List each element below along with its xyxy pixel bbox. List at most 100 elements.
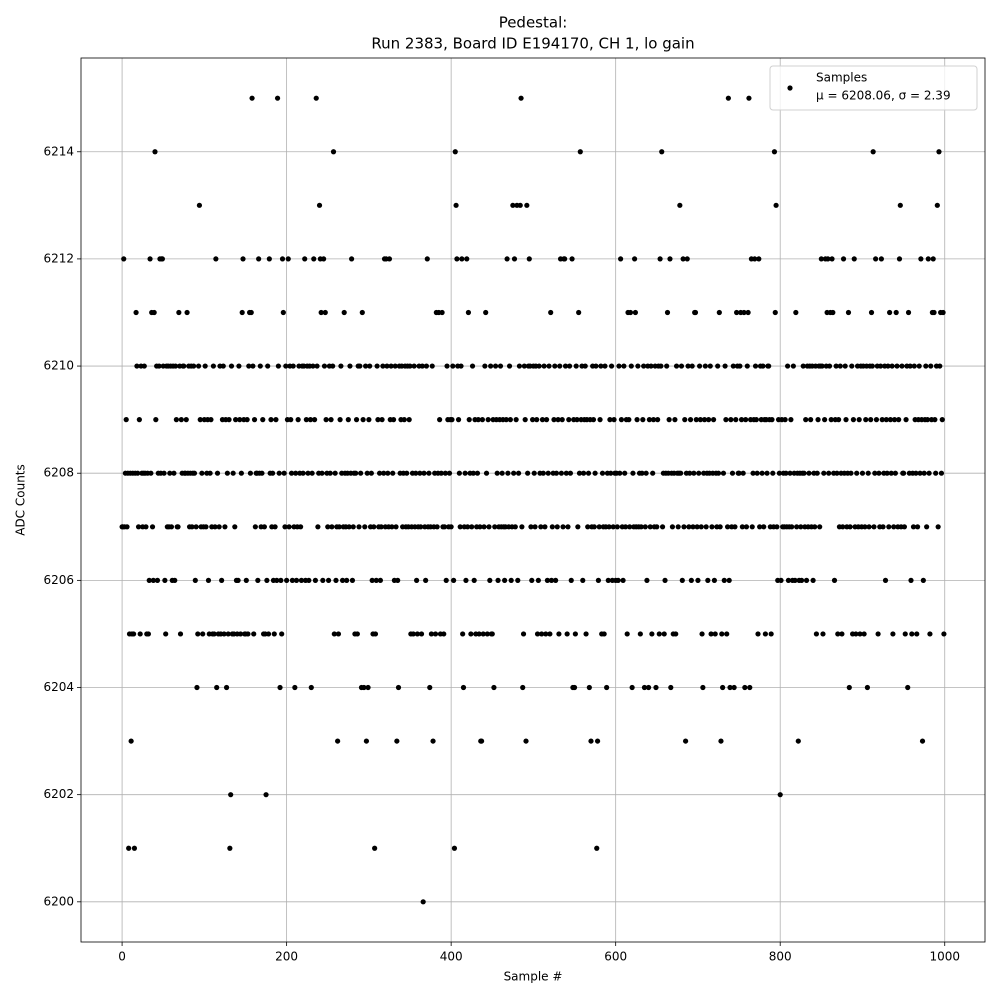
data-point xyxy=(191,470,198,476)
data-point xyxy=(583,631,589,637)
data-point xyxy=(557,363,563,369)
data-point xyxy=(519,524,525,530)
data-point xyxy=(650,470,656,476)
data-point xyxy=(512,524,518,530)
x-tick-label: 400 xyxy=(440,950,463,964)
data-point xyxy=(532,524,538,530)
data-point xyxy=(372,631,379,637)
data-point xyxy=(219,577,225,583)
data-point xyxy=(268,417,274,423)
data-point xyxy=(525,470,531,476)
data-point xyxy=(873,256,879,262)
data-point xyxy=(423,577,429,583)
data-point xyxy=(664,309,671,316)
data-point xyxy=(863,417,869,423)
data-point xyxy=(208,417,214,423)
data-point xyxy=(345,417,351,423)
legend-box xyxy=(769,65,978,111)
data-point xyxy=(848,470,854,476)
data-point xyxy=(650,417,657,423)
data-point xyxy=(923,363,929,369)
data-point xyxy=(590,417,597,423)
data-point xyxy=(338,363,344,369)
data-point xyxy=(230,470,236,476)
data-point xyxy=(421,470,427,476)
data-point xyxy=(477,524,483,530)
data-point xyxy=(293,470,299,476)
data-point xyxy=(772,309,778,316)
data-point xyxy=(594,738,601,744)
x-tick-label: 200 xyxy=(275,950,298,964)
data-point xyxy=(276,470,282,476)
data-point xyxy=(720,470,727,476)
data-point xyxy=(691,470,697,476)
data-point xyxy=(871,524,877,530)
data-point xyxy=(518,95,524,101)
data-point xyxy=(762,631,768,637)
data-point xyxy=(261,524,268,530)
data-point xyxy=(664,363,670,369)
data-point xyxy=(538,524,544,530)
data-point xyxy=(410,631,416,637)
y-tick-label: 6210 xyxy=(43,359,74,373)
data-point xyxy=(677,202,683,208)
data-point xyxy=(712,631,718,637)
data-point xyxy=(156,363,162,369)
data-point xyxy=(308,684,314,691)
data-point xyxy=(494,470,500,476)
data-point xyxy=(647,524,653,530)
data-point xyxy=(285,256,291,262)
data-point xyxy=(372,845,378,851)
data-point xyxy=(885,363,891,369)
data-point xyxy=(124,524,130,530)
data-point xyxy=(891,417,898,423)
data-point xyxy=(430,738,436,744)
data-point xyxy=(442,470,448,476)
data-point xyxy=(456,470,462,476)
data-point xyxy=(644,577,650,583)
data-point xyxy=(331,631,337,637)
x-tick-label: 1000 xyxy=(929,950,960,964)
data-point xyxy=(872,470,878,476)
data-point xyxy=(491,684,497,691)
data-point xyxy=(729,470,736,476)
data-point xyxy=(305,470,311,476)
data-point xyxy=(426,470,432,476)
data-point xyxy=(171,470,177,476)
data-point xyxy=(938,470,945,476)
data-point xyxy=(602,363,608,369)
data-point xyxy=(572,631,578,637)
data-point xyxy=(135,470,141,476)
data-point xyxy=(878,256,884,262)
data-point xyxy=(736,470,742,476)
data-point xyxy=(618,417,625,423)
data-point xyxy=(298,577,305,583)
data-point xyxy=(419,363,425,369)
data-point xyxy=(560,524,566,530)
data-point xyxy=(475,417,481,423)
data-point xyxy=(466,417,472,423)
data-point xyxy=(752,363,759,369)
data-point xyxy=(853,631,859,637)
data-point xyxy=(457,524,463,530)
data-point xyxy=(750,470,756,476)
data-point xyxy=(582,363,588,369)
data-point xyxy=(429,363,435,369)
data-point xyxy=(543,631,549,637)
data-point xyxy=(280,309,286,316)
data-point xyxy=(541,363,547,369)
data-point xyxy=(384,363,390,369)
data-point xyxy=(307,417,314,423)
data-point xyxy=(842,363,848,369)
data-point xyxy=(162,577,168,583)
data-point xyxy=(136,417,142,423)
data-point xyxy=(825,256,831,262)
data-point xyxy=(756,256,762,262)
data-point xyxy=(847,524,853,530)
data-point xyxy=(310,363,316,369)
data-point xyxy=(638,524,644,530)
data-point xyxy=(200,631,206,637)
data-point xyxy=(325,577,332,583)
data-point xyxy=(882,577,889,583)
data-point xyxy=(934,202,940,208)
